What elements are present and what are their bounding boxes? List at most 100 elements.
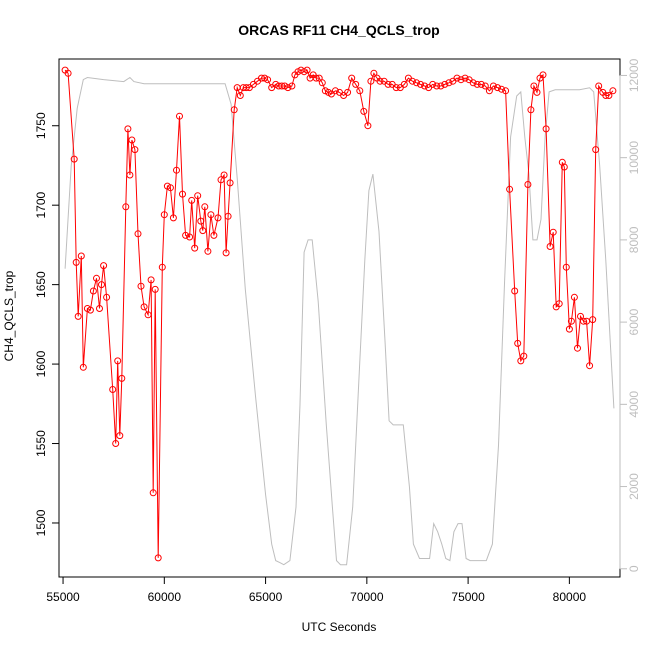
ch4-data-point [220,171,228,179]
ch4-data-point [194,192,202,200]
ch4-data-point [186,233,194,241]
ch4-data-point [384,80,392,88]
x-tick-label: 60000 [148,590,182,604]
ch4-data-point [489,82,497,90]
ch4-data-point [562,263,570,271]
y-tick-label: 1650 [34,271,48,298]
ch4-data-point [367,77,375,85]
right-y-tick-label: 10000 [627,141,641,175]
x-axis: 55000 60000 65000 70000 75000 80000 [46,576,587,604]
ch4-data-point [109,386,117,393]
ch4-data-point [224,212,232,220]
ch4-data-point [477,80,485,88]
ch4-data-point [533,88,541,96]
ch4-data-point [188,196,196,204]
ch4-data-point [242,84,250,92]
ch4-data-point [565,325,573,333]
ch4-data-point [236,92,244,99]
ch4-data-point [441,80,449,88]
ch4-data-point [160,211,168,219]
y-tick-label: 1750 [34,112,48,139]
ch4-data-point [485,87,493,95]
ch4-data-point [473,80,481,88]
ch4-data-point [586,362,594,370]
ch4-data-point [511,287,519,295]
ch4-data-point [116,432,124,440]
ch4-data-point [98,281,105,289]
ch4-data-point [437,82,445,90]
ch4-data-point [217,176,225,184]
right-y-tick-label: 4000 [627,391,641,418]
ch4-data-point [549,228,557,236]
ch4-data-point [417,80,424,88]
ch4-data-point [64,69,72,77]
ch4-data-point [89,287,97,295]
ch4-data-point [154,554,162,562]
ch4-data-point [392,84,400,92]
ch4-data-point [147,276,155,284]
ch4-data-point [191,244,199,252]
right-y-tick-label: 12000 [627,58,641,92]
plot-frame [58,58,621,578]
ch4-data-point [400,80,408,88]
ch4-data-point [348,74,356,82]
x-tick-label: 75000 [451,590,485,604]
y-axis: 1500 1550 1600 1650 1700 1750 [34,112,60,536]
ch4-data-point [609,87,617,95]
ch4-data-point [494,84,501,92]
ch4-data-point [542,125,550,133]
ch4-data-point [312,74,320,82]
ch4-data-point [96,305,103,312]
ch4-data-point [79,363,87,371]
ch4-data-point [210,231,218,239]
ch4-data-point [93,274,100,282]
ch4-data-point [370,69,378,77]
ch4-data-point [595,82,603,90]
y-tick-label: 1550 [34,430,48,457]
ch4-data-point [151,285,159,293]
ch4-data-point [131,146,139,154]
ch4-data-point [413,79,420,87]
ch4-data-point [137,282,145,290]
y-tick-label: 1700 [34,192,48,219]
ch4-data-point [331,87,339,95]
ch4-data-point [520,352,528,360]
ch4-data-point [429,80,437,88]
ch4-data-point [149,489,157,497]
altitude-line-layer [64,76,615,566]
altitude-line [64,76,615,566]
right-y-tick-label: 0 [627,565,641,572]
ch4-data-point [421,82,429,90]
ch4-data-point [112,440,120,447]
x-axis-label: UTC Seconds [302,620,377,634]
ch4-series-line [64,69,614,558]
ch4-data-point [433,82,441,90]
ch4-data-point [360,107,368,115]
ch4-data-point [356,87,364,95]
ch4-data-point [122,203,130,211]
ch4-data-point [114,357,122,365]
ch4-data-point [502,87,510,95]
x-tick-label: 70000 [350,590,384,604]
x-tick-label: 65000 [249,590,283,604]
ch4-series-layer [61,66,617,562]
ch4-data-point [214,214,222,222]
y-axis-label: CH4_QCLS_trop [2,270,16,361]
ch4-data-point [284,84,292,92]
ch4-data-point [126,171,134,179]
ch4-data-point [74,312,82,320]
ch4-data-point [546,243,554,250]
ch4-data-point [364,122,372,130]
ch4-data-point [100,262,108,270]
x-tick-label: 80000 [553,590,587,604]
ch4-data-point [201,203,209,211]
ch4-data-point [481,82,489,90]
ch4-data-point [574,344,581,352]
right-y-axis: 0 2000 4000 6000 8000 10000 12000 [619,58,641,572]
ch4-data-point [199,227,207,235]
ch4-data-point [230,106,238,114]
ch4-data-point [315,74,323,82]
chart-title: ORCAS RF11 CH4_QCLS_trop [238,22,439,38]
x-tick-label: 55000 [46,590,80,604]
